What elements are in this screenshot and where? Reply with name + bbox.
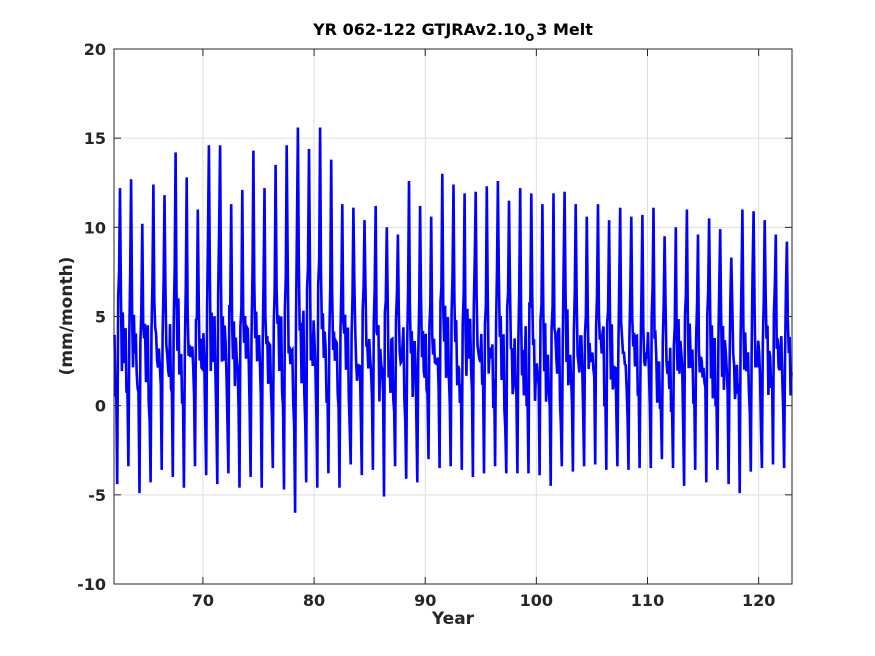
y-tick-label-1: -5 [88, 486, 106, 505]
y-tick-labels: -10 -5 0 5 10 15 20 [77, 40, 106, 594]
x-axis-title: Year [431, 609, 475, 629]
chart-title-subscript: o [525, 30, 534, 45]
x-tick-label-4: 110 [631, 591, 664, 610]
series-layer [113, 127, 793, 513]
x-tick-label-2: 90 [414, 591, 436, 610]
chart-title: YR 062-122 GTJRAv2.10o 3 Melt [312, 20, 593, 45]
y-tick-label-6: 20 [84, 40, 106, 59]
y-axis-title: (mm/month) [57, 257, 77, 376]
y-tick-label-0: -10 [77, 575, 106, 594]
x-tick-label-1: 80 [303, 591, 325, 610]
y-tick-label-4: 10 [84, 218, 106, 237]
chart-title-main: YR 062-122 GTJRAv2.10 [312, 20, 525, 39]
x-tick-label-0: 70 [192, 591, 214, 610]
y-tick-label-2: 0 [95, 397, 106, 416]
x-tick-label-5: 120 [742, 591, 775, 610]
x-tick-labels: 70 80 90 100 110 120 [192, 591, 776, 610]
melt-series-line [113, 127, 793, 513]
y-tick-label-5: 15 [84, 129, 106, 148]
y-tick-label-3: 5 [95, 308, 106, 327]
tick-marks [114, 48, 792, 585]
x-tick-label-3: 100 [520, 591, 553, 610]
chart-title-rest: 3 Melt [536, 20, 593, 39]
